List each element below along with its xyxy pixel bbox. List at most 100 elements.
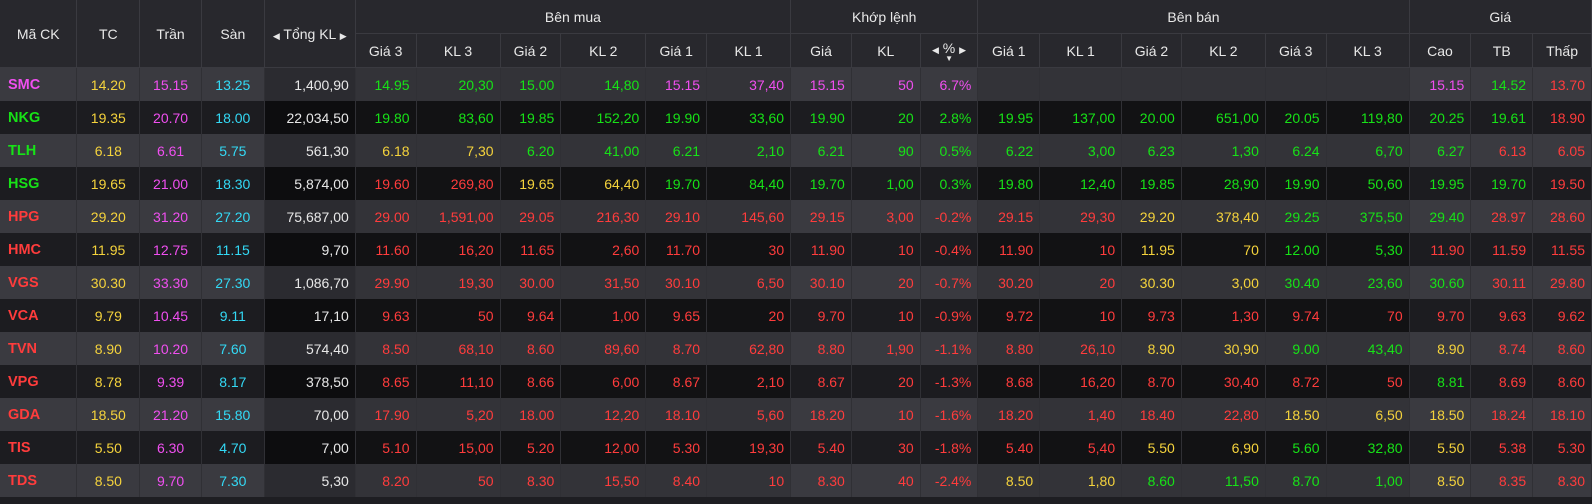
col-header-buy-price-1[interactable]: Giá 1 — [645, 33, 708, 68]
ref-price: 19.65 — [76, 167, 141, 200]
ceiling-price: 21.20 — [139, 398, 202, 431]
table-row[interactable]: TIS 5.50 6.30 4.70 7,00 5.10 15,00 5.20 12,00 5.3… — [0, 431, 1592, 464]
sell-vol-3: 375,50 — [1326, 200, 1410, 233]
sell-price-2: 18.40 — [1121, 398, 1182, 431]
table-row[interactable]: GDA 18.50 21.20 15.80 70,00 17.90 5,20 18.00 12,… — [0, 398, 1592, 431]
stock-symbol[interactable]: TIS — [0, 431, 78, 464]
stock-symbol[interactable]: HSG — [0, 167, 78, 200]
stock-symbol[interactable]: NKG — [0, 101, 78, 134]
floor-price: 7.60 — [201, 332, 265, 365]
match-vol: 10 — [851, 233, 921, 266]
stock-symbol[interactable]: VCA — [0, 299, 78, 332]
sell-vol-3: 32,80 — [1326, 431, 1410, 464]
table-row[interactable]: NKG 19.35 20.70 18.00 22,034,50 19.80 83,60 19.… — [0, 101, 1592, 134]
caret-left-icon[interactable]: ◀ — [931, 44, 939, 55]
sell-price-2: 19.85 — [1121, 167, 1182, 200]
buy-price-3: 8.20 — [355, 464, 417, 497]
col-header-floor[interactable]: Sàn — [201, 0, 265, 68]
sell-vol-2: 1,30 — [1181, 134, 1266, 167]
sell-price-2: 8.90 — [1121, 332, 1182, 365]
sell-vol-1: 1,80 — [1039, 464, 1123, 497]
table-row[interactable]: HPG 29.20 31.20 27.20 75,687,00 29.00 1,591,00… — [0, 200, 1592, 233]
sell-vol-1: 10 — [1039, 299, 1123, 332]
col-header-sell-price-3[interactable]: Giá 3 — [1265, 33, 1327, 68]
col-header-high[interactable]: Cao — [1409, 33, 1472, 68]
col-header-sell-price-1[interactable]: Giá 1 — [977, 33, 1041, 68]
match-price: 6.21 — [790, 134, 852, 167]
low-price: 9.62 — [1532, 299, 1592, 332]
ceiling-price: 20.70 — [139, 101, 202, 134]
col-header-buy-vol-3[interactable]: KL 3 — [416, 33, 501, 68]
col-header-symbol[interactable]: Mã CK — [0, 0, 78, 68]
caret-right-icon[interactable]: ▶ — [959, 44, 967, 55]
sell-price-3: 5.60 — [1265, 431, 1327, 464]
buy-vol-1: 19,30 — [706, 431, 792, 464]
table-row[interactable]: SMC 14.20 15.15 13.25 1,400,90 14.95 20,30 15.0… — [0, 67, 1592, 101]
col-header-ceiling[interactable]: Trần — [139, 0, 202, 68]
floor-price: 13.25 — [201, 67, 265, 101]
table-row[interactable]: VCA 9.79 10.45 9.11 17,10 9.63 50 9.64 1,00 9.65 2… — [0, 299, 1592, 332]
buy-vol-1: 30 — [706, 233, 792, 266]
floor-price: 8.17 — [201, 365, 265, 398]
table-row[interactable]: TLH 6.18 6.61 5.75 561,30 6.18 7,30 6.20 41,00 6.… — [0, 134, 1592, 167]
avg-price: 11.59 — [1470, 233, 1534, 266]
sort-down-icon[interactable]: ▼ — [945, 53, 953, 63]
buy-price-3: 14.95 — [355, 67, 417, 101]
table-row[interactable]: HMC 11.95 12.75 11.15 9,70 11.60 16,20 11.65 2,6… — [0, 233, 1592, 266]
avg-price: 19.70 — [1470, 167, 1534, 200]
table-row[interactable]: VPG 8.78 9.39 8.17 378,50 8.65 11,10 8.66 6,00 8.… — [0, 365, 1592, 398]
table-row[interactable]: TDS 8.50 9.70 7.30 5,30 8.20 50 8.30 15,50 8.40 10… — [0, 464, 1592, 497]
match-price: 15.15 — [790, 67, 852, 101]
floor-price: 7.30 — [201, 464, 265, 497]
buy-price-1: 18.10 — [645, 398, 708, 431]
col-header-match-percent[interactable]: ◀ % ▶ ▼ — [920, 33, 979, 68]
table-row[interactable]: VGS 30.30 33.30 27.30 1,086,70 29.90 19,30 30.0… — [0, 266, 1592, 299]
col-header-buy-vol-1[interactable]: KL 1 — [706, 33, 792, 68]
stock-symbol[interactable]: HPG — [0, 200, 78, 233]
stock-symbol[interactable]: HMC — [0, 233, 78, 266]
match-vol: 20 — [851, 101, 921, 134]
stock-symbol[interactable]: TLH — [0, 134, 78, 167]
col-header-buy-vol-2[interactable]: KL 2 — [560, 33, 647, 68]
buy-price-2: 8.30 — [500, 464, 562, 497]
sell-vol-2: 30,90 — [1181, 332, 1266, 365]
sell-vol-2: 1,30 — [1181, 299, 1266, 332]
low-price: 18.10 — [1532, 398, 1592, 431]
col-header-match-vol[interactable]: KL — [851, 33, 921, 68]
col-header-buy-price-2[interactable]: Giá 2 — [500, 33, 562, 68]
caret-left-icon[interactable]: ◀ — [272, 30, 280, 41]
buy-vol-1: 33,60 — [706, 101, 792, 134]
stock-symbol[interactable]: SMC — [0, 67, 78, 101]
total-volume: 9,70 — [264, 233, 356, 266]
buy-vol-3: 15,00 — [416, 431, 501, 464]
table-row[interactable]: TVN 8.90 10.20 7.60 574,40 8.50 68,10 8.60 89,60… — [0, 332, 1592, 365]
stock-symbol[interactable]: TDS — [0, 464, 78, 497]
buy-vol-1: 20 — [706, 299, 792, 332]
col-header-sell-vol-2[interactable]: KL 2 — [1181, 33, 1266, 68]
low-price: 28.60 — [1532, 200, 1592, 233]
buy-vol-2: 12,20 — [560, 398, 647, 431]
table-row[interactable]: HSG 19.65 21.00 18.30 5,874,00 19.60 269,80 19.… — [0, 167, 1592, 200]
buy-vol-2: 14,80 — [560, 67, 647, 101]
col-header-match-price[interactable]: Giá — [790, 33, 852, 68]
col-header-sell-vol-3[interactable]: KL 3 — [1326, 33, 1410, 68]
caret-right-icon[interactable]: ▶ — [339, 30, 347, 41]
buy-vol-2: 2,60 — [560, 233, 647, 266]
col-header-buy-price-3[interactable]: Giá 3 — [355, 33, 417, 68]
match-price: 19.90 — [790, 101, 852, 134]
sell-price-1: 8.68 — [977, 365, 1041, 398]
match-vol: 10 — [851, 398, 921, 431]
col-header-sell-price-2[interactable]: Giá 2 — [1121, 33, 1182, 68]
stock-symbol[interactable]: TVN — [0, 332, 78, 365]
col-header-sell-vol-1[interactable]: KL 1 — [1039, 33, 1123, 68]
col-header-low[interactable]: Thấp — [1532, 33, 1592, 68]
col-header-ref[interactable]: TC — [76, 0, 141, 68]
buy-vol-1: 6,50 — [706, 266, 792, 299]
stock-symbol[interactable]: VPG — [0, 365, 78, 398]
stock-symbol[interactable]: VGS — [0, 266, 78, 299]
match-percent: -2.4% — [920, 464, 979, 497]
buy-vol-3: 16,20 — [416, 233, 501, 266]
col-header-avg[interactable]: TB — [1470, 33, 1534, 68]
col-header-total-volume[interactable]: ◀ Tổng KL ▶ — [264, 0, 356, 68]
stock-symbol[interactable]: GDA — [0, 398, 78, 431]
